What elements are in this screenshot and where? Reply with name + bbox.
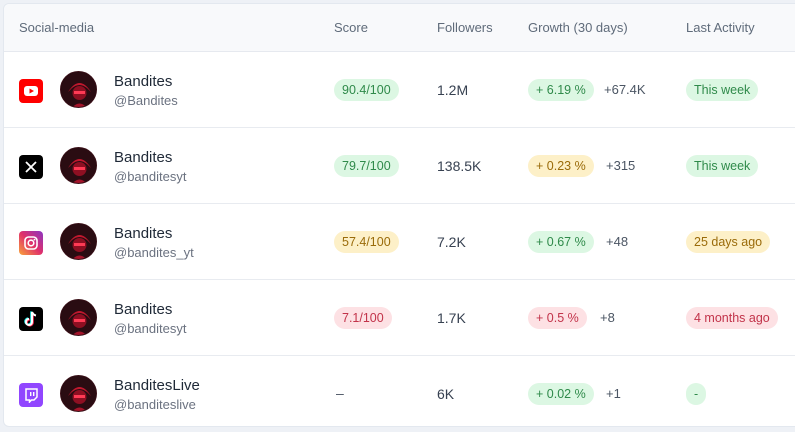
instagram-icon [19, 231, 43, 255]
followers-count: 138.5K [437, 158, 482, 174]
growth-percent-badge: + 0.02 % [528, 383, 594, 405]
avatar[interactable] [60, 223, 97, 260]
growth-absolute: +8 [600, 310, 615, 325]
table-row[interactable]: BanditesLive @banditeslive – 6K + 0.02 %… [4, 356, 795, 432]
followers-count: 6K [437, 386, 455, 402]
followers-count: 1.7K [437, 310, 466, 326]
account-name[interactable]: BanditesLive [114, 377, 200, 394]
table-row[interactable]: Bandites @Bandites 90.4/100 1.2M + 6.19 … [4, 52, 795, 128]
growth-percent-badge: + 0.67 % [528, 231, 594, 253]
col-followers[interactable]: Followers [437, 20, 493, 35]
twitch-icon [19, 383, 43, 407]
col-last-activity[interactable]: Last Activity [686, 20, 755, 35]
growth-absolute: +67.4K [604, 82, 646, 97]
col-social-media[interactable]: Social-media [19, 20, 95, 35]
growth-absolute: +315 [606, 158, 636, 173]
score-badge: 90.4/100 [334, 79, 399, 101]
account-handle: @Bandites [114, 93, 178, 108]
account-name[interactable]: Bandites [114, 73, 173, 90]
score-badge: 7.1/100 [334, 307, 392, 329]
growth-absolute: +1 [606, 386, 621, 401]
last-activity-badge: 25 days ago [686, 231, 771, 253]
last-activity-badge: - [686, 383, 707, 405]
col-score[interactable]: Score [334, 20, 368, 35]
account-handle: @bandites_yt [114, 245, 194, 260]
last-activity-badge: 4 months ago [686, 307, 778, 329]
social-media-table: Social-media Score Followers Growth (30 … [3, 3, 795, 427]
x-icon [19, 155, 43, 179]
avatar[interactable] [60, 299, 97, 336]
col-growth[interactable]: Growth (30 days) [528, 20, 628, 35]
youtube-icon [19, 79, 43, 103]
table-row[interactable]: Bandites @bandites_yt 57.4/100 7.2K + 0.… [4, 204, 795, 280]
score-badge: 57.4/100 [334, 231, 399, 253]
score-badge: 79.7/100 [334, 155, 399, 177]
table-header: Social-media Score Followers Growth (30 … [4, 4, 795, 52]
account-handle: @banditesyt [114, 169, 187, 184]
account-handle: @banditeslive [114, 397, 196, 412]
avatar[interactable] [60, 147, 97, 184]
followers-count: 1.2M [437, 82, 469, 98]
growth-percent-badge: + 0.5 % [528, 307, 587, 329]
growth-percent-badge: + 0.23 % [528, 155, 594, 177]
last-activity-badge: This week [686, 79, 759, 101]
tiktok-icon [19, 307, 43, 331]
avatar[interactable] [60, 71, 97, 108]
account-handle: @banditesyt [114, 321, 187, 336]
account-name[interactable]: Bandites [114, 225, 173, 242]
table-row[interactable]: Bandites @banditesyt 7.1/100 1.7K + 0.5 … [4, 280, 795, 356]
score-empty: – [336, 385, 344, 401]
growth-percent-badge: + 6.19 % [528, 79, 594, 101]
last-activity-badge: This week [686, 155, 759, 177]
followers-count: 7.2K [437, 234, 466, 250]
avatar[interactable] [60, 375, 97, 412]
growth-absolute: +48 [606, 234, 629, 249]
account-name[interactable]: Bandites [114, 301, 173, 318]
table-row[interactable]: Bandites @banditesyt 79.7/100 138.5K + 0… [4, 128, 795, 204]
account-name[interactable]: Bandites [114, 149, 173, 166]
